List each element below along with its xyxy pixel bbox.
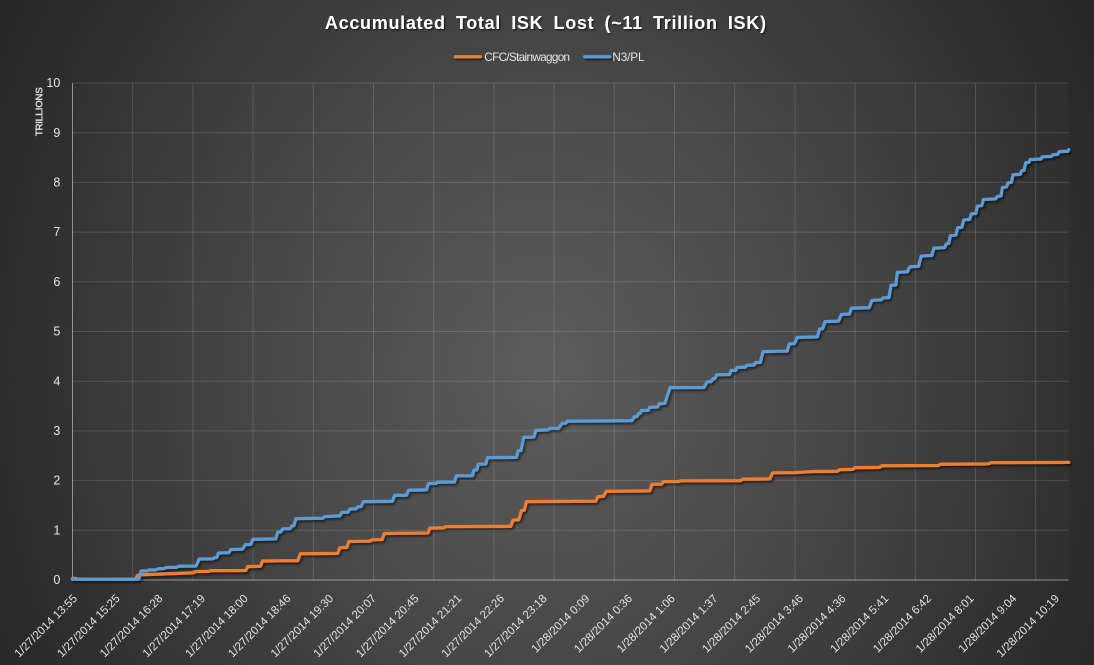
svg-text:5: 5 [53, 325, 60, 339]
svg-text:0: 0 [53, 573, 60, 587]
svg-text:9: 9 [53, 126, 60, 140]
svg-text:2: 2 [53, 474, 60, 488]
svg-text:1: 1 [53, 523, 60, 537]
svg-text:Accumulated Total ISK Lost (~1: Accumulated Total ISK Lost (~11 Trillion… [325, 13, 767, 33]
svg-text:6: 6 [53, 275, 60, 289]
svg-text:TRILLIONS: TRILLIONS [35, 87, 46, 137]
svg-text:4: 4 [53, 374, 60, 388]
svg-text:7: 7 [53, 225, 60, 239]
svg-text:CFC/Stainwaggon: CFC/Stainwaggon [484, 51, 569, 64]
svg-text:10: 10 [46, 76, 60, 90]
svg-text:8: 8 [53, 176, 60, 190]
svg-text:3: 3 [53, 424, 60, 438]
svg-text:N3/PL: N3/PL [612, 51, 645, 64]
